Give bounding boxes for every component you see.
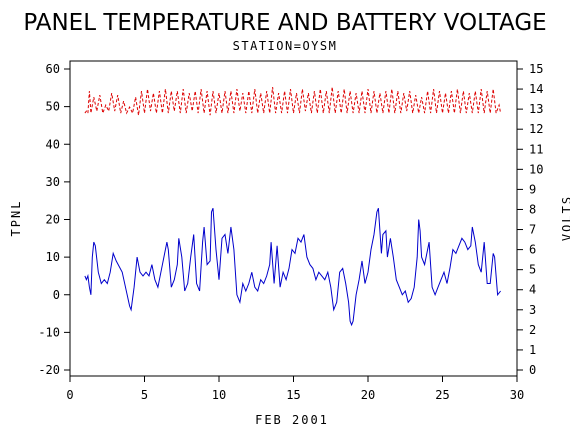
x-tick-label: 20 [361, 388, 375, 402]
right-tick-label: 6 [529, 243, 536, 257]
x-tick-label: 15 [286, 388, 300, 402]
chart-title: PANEL TEMPERATURE AND BATTERY VOLTAGE [23, 10, 546, 36]
right-tick-label: 8 [529, 202, 536, 216]
x-tick-label: 30 [510, 388, 524, 402]
bottom-axis: 0 5 10 15 20 25 30 [66, 376, 524, 402]
series-line-volts [84, 87, 502, 116]
right-tick-label: 3 [529, 303, 536, 317]
right-tick-label: 0 [529, 363, 536, 377]
right-tick-label: 4 [529, 283, 536, 297]
x-tick-label: 5 [141, 388, 148, 402]
x-tick-label: 0 [66, 388, 73, 402]
left-tick-label: 60 [46, 62, 60, 76]
x-axis-label: FEB 2001 [255, 413, 329, 427]
x-tick-label: 10 [212, 388, 226, 402]
left-tick-label: 30 [46, 175, 60, 189]
right-tick-label: 2 [529, 323, 536, 337]
right-tick-label: 7 [529, 223, 536, 237]
right-tick-label: 5 [529, 263, 536, 277]
right-axis-label: VOLTS [560, 195, 570, 241]
right-tick-label: 11 [529, 142, 543, 156]
right-tick-label: 14 [529, 82, 543, 96]
left-tick-label: 50 [46, 100, 60, 114]
right-tick-label: 10 [529, 162, 543, 176]
right-tick-label: 1 [529, 343, 536, 357]
left-tick-label: -10 [38, 325, 60, 339]
right-tick-label: 13 [529, 102, 543, 116]
right-tick-label: 15 [529, 62, 543, 76]
left-axis: -20 -10 0 10 20 30 40 50 60 [38, 62, 70, 377]
left-tick-label: 10 [46, 250, 60, 264]
left-tick-label: -20 [38, 363, 60, 377]
left-tick-label: 20 [46, 213, 60, 227]
left-tick-label: 0 [53, 288, 60, 302]
right-tick-label: 12 [529, 122, 543, 136]
series-layer [84, 87, 502, 327]
left-tick-label: 40 [46, 137, 60, 151]
chart-subtitle: STATION=OYSM [233, 39, 338, 53]
x-tick-label: 25 [435, 388, 449, 402]
series-line-tpnl [84, 208, 501, 327]
left-axis-label: TPNL [9, 200, 23, 237]
right-tick-label: 9 [529, 182, 536, 196]
